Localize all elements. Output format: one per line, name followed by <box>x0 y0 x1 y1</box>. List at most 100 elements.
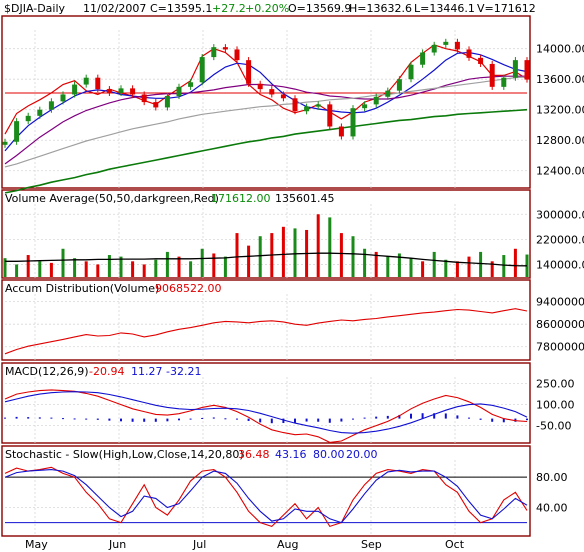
accum-title: Accum Distribution(Volume) <box>5 282 159 295</box>
price-candle-body <box>373 96 379 105</box>
volume-bar <box>432 251 436 277</box>
macd-histogram-bar <box>236 418 238 420</box>
price-candle-body <box>292 98 298 112</box>
macd-histogram-bar <box>38 417 41 419</box>
macd-histogram-bar <box>201 417 204 419</box>
volume-bar <box>235 233 239 277</box>
macd-histogram-bar <box>363 417 366 419</box>
price-candle-body <box>385 90 391 97</box>
volume-bar <box>281 226 285 277</box>
price-candle-body <box>60 94 66 102</box>
volume-axis-tick-label: 300000.00 <box>536 208 584 221</box>
macd-histogram-bar <box>166 418 169 422</box>
price-ma-line-3 <box>4 76 528 168</box>
macd-axis-tick-label: -50.00 <box>536 420 571 433</box>
stochastic-slow-line <box>4 469 528 524</box>
macd-histogram-bar <box>50 417 53 419</box>
volume-bar <box>73 258 77 277</box>
x-axis-month-label: May <box>25 538 48 551</box>
macd-histogram-bar <box>421 413 424 419</box>
price-candle-body <box>478 57 484 64</box>
volume-bar <box>351 236 355 277</box>
macd-histogram-bar <box>62 418 64 420</box>
stochastic-fast-line <box>4 466 528 528</box>
price-candle-body <box>431 44 437 53</box>
volume-title: Volume Average(50,50,darkgreen,Red) <box>5 192 219 205</box>
price-candle-body <box>176 86 182 96</box>
price-candle-body <box>396 79 402 91</box>
price-candle-body <box>211 47 217 58</box>
volume-bar <box>177 256 181 277</box>
marks-layer <box>2 38 530 528</box>
price-candle-body <box>246 60 252 84</box>
macd-histogram-bar <box>444 413 447 419</box>
volume-axis-tick-label: 140000.00 <box>536 258 584 271</box>
volume-header-label: V=171612 <box>477 2 536 15</box>
price-axis-tick-label: 13200.00 <box>536 104 584 117</box>
volume-bar <box>3 258 7 277</box>
grid-layer <box>5 30 527 536</box>
price-candle-body <box>408 64 414 80</box>
macd-histogram-bar <box>479 418 482 420</box>
price-panel-frame <box>1 15 531 189</box>
price-candle-body <box>118 88 124 93</box>
price-candle-body <box>350 108 356 137</box>
close-label: C=13595.1 <box>150 2 212 15</box>
volume-axis-tick-label: 220000.00 <box>536 233 584 246</box>
price-axis-tick-label: 14000.00 <box>536 43 584 56</box>
price-ma-line-0 <box>4 44 528 135</box>
volume-bar <box>513 248 517 277</box>
macd-histogram-bar <box>108 418 111 421</box>
volume-bar <box>142 264 146 277</box>
macd-histogram-bar <box>386 415 389 419</box>
macd-histogram-bar <box>247 418 250 421</box>
macd-histogram-bar <box>340 418 343 422</box>
price-candle-body <box>188 82 194 87</box>
macd-histogram-bar <box>120 418 122 422</box>
macd-value-hist: -32.21 <box>166 365 201 378</box>
macd-histogram-bar <box>154 418 157 422</box>
volume-bar <box>455 261 459 277</box>
price-candle-body <box>489 63 495 87</box>
macd-histogram-bar <box>328 418 331 423</box>
price-ma-line-4 <box>4 108 528 194</box>
macd-histogram-bar <box>4 417 6 419</box>
macd-panel-frame <box>1 362 531 444</box>
volume-bar <box>15 264 19 277</box>
macd-histogram-bar <box>526 418 528 421</box>
price-candle-body <box>25 115 31 122</box>
macd-histogram-bar <box>189 418 192 420</box>
price-ma-line-1 <box>4 51 528 152</box>
volume-bar <box>119 256 123 277</box>
macd-histogram-bar <box>85 418 88 420</box>
macd-title: MACD(12,26,9) <box>5 365 89 378</box>
price-candle-body <box>37 109 43 116</box>
macd-histogram-bar <box>375 416 378 419</box>
open-label: O=13569.9 <box>288 2 351 15</box>
volume-bar <box>444 259 448 277</box>
price-candle-body <box>164 95 170 108</box>
macd-histogram-bar <box>410 413 412 419</box>
stochastic-axis-tick-label: 80.00 <box>536 471 568 484</box>
volume-bar <box>84 261 88 277</box>
volume-bar <box>212 253 216 277</box>
macd-histogram-bar <box>73 418 76 420</box>
volume-bar <box>467 256 471 277</box>
macd-histogram-bar <box>15 416 18 419</box>
price-candle-body <box>95 77 101 90</box>
volume-bar <box>316 214 320 277</box>
accum-axis-tick-label: 8600000.00 <box>536 318 584 331</box>
price-candle-body <box>420 52 426 65</box>
volume-bar <box>26 255 30 277</box>
volume-bar <box>397 253 401 277</box>
price-candle-body <box>130 88 136 95</box>
volume-bar <box>502 255 506 277</box>
low-label: L=13446.1 <box>414 2 475 15</box>
macd-axis-tick-label: 100.00 <box>536 399 575 412</box>
stochastic-value-fast: 36.48 <box>238 448 270 461</box>
volume-bar <box>247 245 251 277</box>
macd-histogram-bar <box>433 413 436 419</box>
volume-bar <box>258 236 262 277</box>
price-candle-body <box>304 106 310 112</box>
